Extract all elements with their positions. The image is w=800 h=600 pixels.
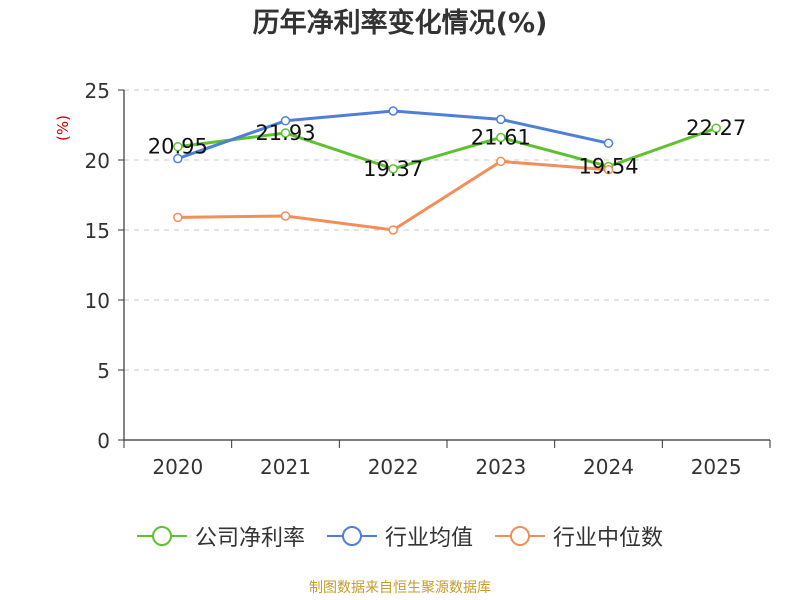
x-tick-label: 2025 xyxy=(691,455,742,479)
legend: 公司净利率 行业均值 行业中位数 xyxy=(0,518,800,554)
data-label: 19.54 xyxy=(578,154,638,178)
legend-item[interactable]: 行业中位数 xyxy=(495,520,663,552)
data-point xyxy=(496,156,506,167)
source-note: 制图数据来自恒生聚源数据库 xyxy=(309,580,491,596)
data-label: 19.37 xyxy=(363,157,423,181)
x-tick-label: 2022 xyxy=(368,455,419,479)
data-label: 21.61 xyxy=(471,125,531,149)
data-point xyxy=(496,132,506,143)
data-point xyxy=(603,138,614,148)
legend-item[interactable]: 公司净利率 xyxy=(136,520,305,552)
y-tick-label: 25 xyxy=(85,79,110,103)
data-label: 21.93 xyxy=(255,121,315,145)
legend-label: 公司净利率 xyxy=(194,526,305,551)
data-point xyxy=(280,116,291,126)
data-point xyxy=(173,212,183,223)
data-point xyxy=(388,106,398,116)
series-layer xyxy=(173,106,721,235)
y-tick-label: 0 xyxy=(97,429,110,453)
data-point xyxy=(388,225,398,235)
chart-title: 历年净利率变化情况(%) xyxy=(252,8,548,39)
y-tick-label: 20 xyxy=(85,149,110,173)
legend-swatch xyxy=(136,526,187,546)
y-axis-unit: (%) xyxy=(54,115,72,141)
series-line xyxy=(177,126,717,171)
series-line xyxy=(177,109,609,161)
x-tick-label: 2023 xyxy=(475,455,526,479)
grid-layer xyxy=(124,89,770,371)
data-point xyxy=(603,165,614,175)
legend-swatch xyxy=(495,526,545,546)
legend-item[interactable]: 行业均值 xyxy=(326,520,473,552)
data-point xyxy=(388,164,398,174)
legend-label: 行业均值 xyxy=(384,526,473,551)
y-tick-label: 15 xyxy=(85,219,110,243)
data-label-layer: 20.95 21.93 19.37 21.61 19.54 22.27 xyxy=(148,116,746,181)
data-point xyxy=(173,141,183,152)
data-label: 20.95 xyxy=(148,135,208,159)
x-tick-label: 2024 xyxy=(583,455,634,479)
data-point xyxy=(280,211,291,221)
y-tick-label: 10 xyxy=(85,289,110,313)
legend-label: 行业中位数 xyxy=(553,526,664,551)
legend-swatch xyxy=(326,526,377,546)
data-point xyxy=(711,123,721,133)
data-point xyxy=(280,128,291,138)
data-point xyxy=(496,114,506,125)
x-tick-label: 2020 xyxy=(152,455,203,479)
y-tick-label: 5 xyxy=(97,359,110,383)
data-point xyxy=(173,153,183,164)
data-label: 22.27 xyxy=(686,116,746,140)
x-tick-label: 2021 xyxy=(260,455,311,479)
